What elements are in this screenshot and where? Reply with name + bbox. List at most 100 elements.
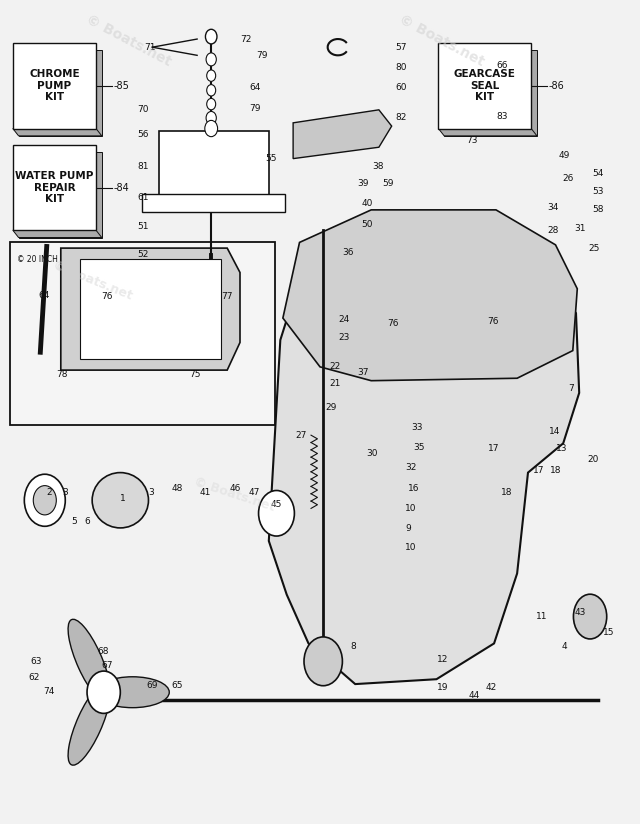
- Circle shape: [304, 637, 342, 686]
- Ellipse shape: [68, 620, 111, 702]
- Text: 56: 56: [138, 129, 149, 138]
- Circle shape: [205, 30, 217, 44]
- Text: 41: 41: [200, 488, 211, 497]
- Polygon shape: [159, 131, 269, 196]
- Circle shape: [87, 671, 120, 714]
- Text: 50: 50: [362, 220, 373, 229]
- Text: 61: 61: [138, 193, 149, 202]
- Text: 68: 68: [97, 647, 109, 656]
- Ellipse shape: [96, 677, 170, 708]
- Text: -84: -84: [113, 182, 129, 193]
- Text: 18: 18: [500, 488, 512, 497]
- Text: 65: 65: [172, 681, 183, 691]
- Text: 3: 3: [148, 488, 154, 497]
- Text: 31: 31: [575, 224, 586, 233]
- Text: 23: 23: [338, 333, 349, 342]
- Circle shape: [33, 485, 56, 515]
- Ellipse shape: [573, 594, 607, 639]
- Text: 71: 71: [144, 43, 156, 52]
- Text: CHROME
PUMP
KIT: CHROME PUMP KIT: [29, 69, 80, 102]
- Text: 3: 3: [63, 488, 68, 497]
- Text: 73: 73: [466, 136, 477, 145]
- Text: 35: 35: [413, 442, 424, 452]
- Text: 29: 29: [325, 403, 337, 412]
- Text: 12: 12: [436, 655, 448, 664]
- Text: 37: 37: [357, 368, 369, 377]
- Text: 47: 47: [248, 488, 260, 497]
- Polygon shape: [13, 230, 102, 237]
- Text: 66: 66: [496, 62, 508, 70]
- Polygon shape: [13, 145, 96, 230]
- Polygon shape: [444, 50, 537, 136]
- Text: 75: 75: [189, 371, 200, 380]
- Circle shape: [206, 53, 216, 66]
- Text: 9: 9: [405, 524, 411, 533]
- Circle shape: [207, 70, 216, 82]
- Text: 22: 22: [330, 363, 341, 372]
- Circle shape: [207, 98, 216, 110]
- Polygon shape: [269, 242, 579, 684]
- Text: 62: 62: [29, 673, 40, 682]
- Text: GEARCASE
SEAL
KIT: GEARCASE SEAL KIT: [454, 69, 516, 102]
- Text: 15: 15: [603, 629, 614, 637]
- Text: 36: 36: [342, 248, 354, 256]
- Text: 64: 64: [250, 83, 261, 92]
- Text: 11: 11: [536, 612, 548, 621]
- Ellipse shape: [68, 683, 111, 765]
- Polygon shape: [61, 248, 240, 370]
- Circle shape: [259, 490, 294, 536]
- Text: 16: 16: [408, 485, 420, 494]
- Text: 43: 43: [575, 608, 586, 617]
- Text: 64: 64: [38, 291, 50, 300]
- Text: 8: 8: [351, 642, 356, 651]
- Text: WATER PUMP
REPAIR
KIT: WATER PUMP REPAIR KIT: [15, 171, 93, 204]
- Text: 2: 2: [46, 488, 52, 497]
- Text: 10: 10: [405, 504, 417, 513]
- Text: 17: 17: [488, 443, 499, 452]
- Text: 48: 48: [172, 485, 183, 494]
- Text: 76: 76: [387, 319, 399, 328]
- Polygon shape: [142, 194, 285, 213]
- Text: 14: 14: [549, 428, 561, 437]
- Text: 55: 55: [266, 154, 277, 163]
- Text: 46: 46: [229, 485, 241, 494]
- Text: 78: 78: [56, 371, 68, 380]
- Circle shape: [205, 120, 218, 137]
- Text: © Boats.net: © Boats.net: [51, 259, 134, 302]
- Text: 33: 33: [412, 423, 423, 432]
- Text: 42: 42: [485, 683, 497, 692]
- Polygon shape: [438, 43, 531, 129]
- Text: 57: 57: [396, 43, 407, 52]
- Text: 52: 52: [138, 250, 149, 259]
- Text: 44: 44: [468, 691, 480, 700]
- Text: 70: 70: [138, 105, 149, 115]
- Polygon shape: [10, 242, 275, 425]
- Text: 72: 72: [240, 35, 252, 44]
- Text: 25: 25: [589, 244, 600, 253]
- Text: 27: 27: [296, 431, 307, 440]
- Polygon shape: [19, 152, 102, 237]
- Text: 45: 45: [270, 500, 282, 509]
- Text: © Boats.net: © Boats.net: [397, 12, 487, 69]
- Text: -85: -85: [113, 81, 129, 91]
- Text: © Boats.net: © Boats.net: [83, 12, 173, 69]
- Text: 7: 7: [568, 384, 574, 393]
- Text: 26: 26: [562, 175, 573, 184]
- Text: 53: 53: [592, 187, 604, 195]
- Text: 58: 58: [592, 205, 604, 214]
- Polygon shape: [13, 43, 96, 129]
- Text: 4: 4: [562, 642, 568, 651]
- Text: 1: 1: [120, 494, 126, 503]
- Text: 38: 38: [372, 162, 384, 171]
- Polygon shape: [19, 50, 102, 136]
- Text: 34: 34: [547, 203, 559, 212]
- Text: 5: 5: [72, 517, 77, 526]
- Text: 21: 21: [330, 378, 341, 387]
- Text: 59: 59: [383, 180, 394, 189]
- Circle shape: [206, 111, 216, 124]
- Text: 63: 63: [31, 657, 42, 666]
- Text: 19: 19: [436, 683, 448, 692]
- Text: 77: 77: [221, 293, 232, 302]
- Text: 74: 74: [44, 687, 55, 696]
- Text: 39: 39: [357, 180, 369, 189]
